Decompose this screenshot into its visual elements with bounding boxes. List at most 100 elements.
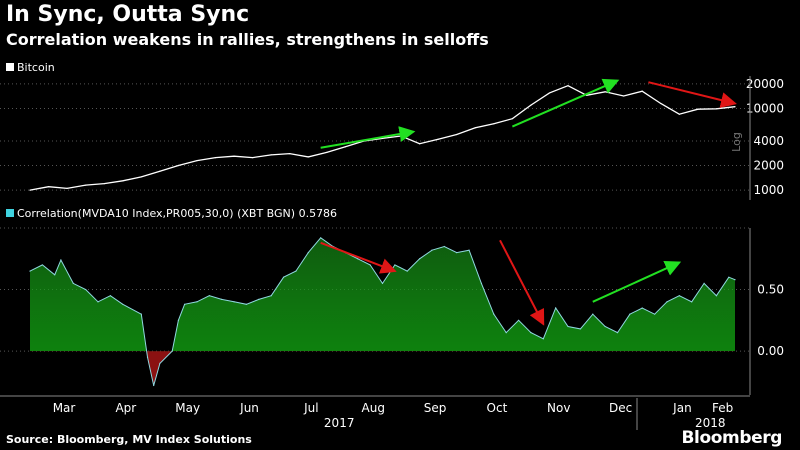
correlation-point <box>41 264 43 266</box>
bitcoin-point <box>307 156 309 158</box>
bitcoin-legend-label: Bitcoin <box>17 61 55 74</box>
correlation-point <box>715 295 718 297</box>
bitcoin-point <box>103 183 105 185</box>
correlation-point <box>493 313 495 315</box>
correlation-point <box>270 295 272 297</box>
xtick-label: Nov <box>547 401 570 415</box>
correlation-point <box>381 282 384 284</box>
log-scale-label: Log <box>730 132 743 152</box>
correlation-point <box>320 237 322 239</box>
green-trend-arrow <box>511 78 620 128</box>
correlation-point <box>517 319 520 321</box>
correlation-legend-swatch <box>6 209 14 217</box>
correlation-point <box>728 276 730 278</box>
bitcoin-gridlines <box>0 83 750 191</box>
correlation-point <box>443 245 445 248</box>
correlation-point <box>153 384 155 387</box>
correlation-point <box>97 301 99 303</box>
correlation-point <box>54 274 56 276</box>
correlation-point <box>233 301 235 303</box>
bitcoin-point <box>641 90 643 92</box>
bitcoin-point <box>289 152 291 155</box>
correlation-point <box>208 295 210 297</box>
bitcoin-point <box>159 170 161 172</box>
bitcoin-point <box>233 155 235 157</box>
correlation-point <box>530 332 532 334</box>
bitcoin-point <box>344 146 346 148</box>
xtick-label: Aug <box>362 401 385 415</box>
bitcoin-point <box>474 127 476 129</box>
correlation-ytick-label: 0.50 <box>757 283 784 297</box>
correlation-point <box>542 338 544 340</box>
red-trend-arrow <box>499 239 545 326</box>
bitcoin-point <box>47 186 50 188</box>
correlation-positive-area <box>30 237 735 352</box>
year-label: 2018 <box>695 416 726 430</box>
chart-subtitle: Correlation weakens in rallies, strength… <box>6 30 489 49</box>
bitcoin-point <box>734 106 736 108</box>
xtick-label: Sep <box>424 401 447 415</box>
correlation-point <box>579 328 581 330</box>
bitcoin-point <box>252 157 254 159</box>
xtick-label: Apr <box>115 401 136 415</box>
correlation-point <box>171 350 173 352</box>
bitcoin-point <box>511 118 513 120</box>
correlation-point <box>85 288 87 291</box>
correlation-point <box>307 252 309 254</box>
bitcoin-ytick-label: 1000 <box>753 183 784 197</box>
bitcoin-point <box>715 108 718 110</box>
correlation-point <box>295 270 297 272</box>
bitcoin-point <box>567 85 569 87</box>
bitcoin-point <box>660 102 662 105</box>
bitcoin-point <box>456 133 458 136</box>
bitcoin-ytick-label: 20000 <box>746 77 784 91</box>
axis-ticks: 20000 10000 4000 2000 1000 Log 0.50 0.00 Mar Apr M… <box>0 76 784 430</box>
bitcoin-ytick-label: 10000 <box>746 101 784 115</box>
bitcoin-point <box>548 92 551 94</box>
xtick-label: Feb <box>712 401 733 415</box>
correlation-point <box>654 313 656 315</box>
correlation-point <box>419 258 421 260</box>
bitcoin-ytick-label: 2000 <box>753 159 784 173</box>
bitcoin-point <box>623 95 625 97</box>
correlation-point <box>468 249 470 251</box>
correlation-point <box>616 332 619 334</box>
bitcoin-point <box>196 159 198 162</box>
bitcoin-point <box>29 189 31 191</box>
correlation-point <box>184 303 186 305</box>
correlation-plot <box>29 237 736 387</box>
correlation-point <box>394 264 396 266</box>
red-trend-arrow <box>320 241 397 274</box>
bitcoin-legend-swatch <box>6 63 14 71</box>
correlation-point <box>641 307 643 309</box>
correlation-point <box>555 307 557 309</box>
bitcoin-point <box>678 113 680 115</box>
correlation-point <box>72 282 74 284</box>
correlation-point <box>177 319 180 321</box>
bitcoin-point <box>270 154 272 156</box>
red-trend-arrow <box>648 81 737 108</box>
year-label: 2017 <box>324 416 355 430</box>
correlation-point <box>369 264 371 266</box>
bitcoin-point <box>326 151 328 153</box>
xtick-label: Jan <box>672 401 692 415</box>
bitcoin-point <box>697 108 699 110</box>
bitcoin-point <box>66 187 68 189</box>
bitcoin-point <box>122 180 124 182</box>
correlation-point <box>604 325 606 328</box>
correlation-point <box>146 356 149 358</box>
correlation-point <box>431 249 433 251</box>
bitcoin-point <box>530 104 532 106</box>
correlation-point <box>122 303 124 305</box>
correlation-legend-label: Correlation(MVDA10 Index,PR005,30,0) (XB… <box>17 207 337 220</box>
correlation-ytick-label: 0.00 <box>757 344 784 358</box>
correlation-point <box>592 313 594 315</box>
xtick-label: May <box>175 401 200 415</box>
xtick-label: Jun <box>239 401 259 415</box>
correlation-point <box>406 270 408 272</box>
correlation-point <box>691 301 693 303</box>
bitcoin-point <box>419 143 421 145</box>
legends: Bitcoin Correlation(MVDA10 Index,PR005,30… <box>6 61 337 220</box>
bitcoin-point <box>140 176 142 178</box>
bitcoin-point <box>214 157 217 159</box>
